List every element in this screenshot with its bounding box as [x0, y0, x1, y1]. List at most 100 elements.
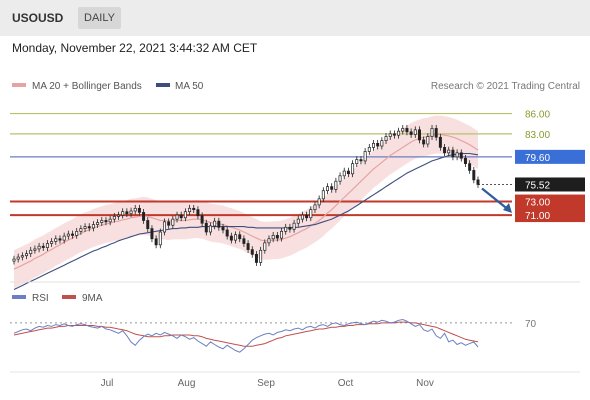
level-tag-73.00: 73.00: [515, 194, 585, 209]
ma50-line: [13, 152, 479, 290]
ma20-legend-label: MA 20 + Bollinger Bands: [32, 81, 142, 92]
candle: [363, 148, 367, 165]
svg-text:75.52: 75.52: [525, 180, 550, 191]
candle: [388, 130, 392, 140]
level-tag-71.00: 71.00: [515, 208, 585, 223]
candle: [196, 206, 200, 220]
candle: [179, 211, 183, 222]
candle: [45, 240, 49, 251]
chart-datetime: Monday, November 22, 2021 3:44:32 AM CET: [12, 41, 258, 55]
candle: [417, 126, 421, 144]
rsi-legend-swatch: [12, 295, 26, 299]
candle: [451, 146, 455, 161]
candle: [33, 245, 37, 254]
candle: [225, 226, 229, 240]
candle: [117, 211, 120, 220]
copyright-label: Research © 2021 Trading Central: [431, 81, 580, 92]
svg-text:83.00: 83.00: [525, 130, 550, 141]
candle: [271, 232, 275, 243]
candle: [108, 215, 112, 226]
toolbar: USOUSD DAILY: [0, 0, 590, 36]
candle: [367, 144, 371, 155]
candle: [463, 154, 467, 168]
candle: [359, 156, 363, 165]
candle: [447, 146, 451, 157]
candle: [54, 235, 58, 245]
candle: [405, 125, 409, 136]
x-tick-label: Oct: [338, 378, 354, 389]
candle: [125, 208, 129, 218]
candle: [267, 235, 271, 247]
candle: [355, 156, 359, 168]
candle: [129, 207, 133, 218]
x-tick-label: Jul: [101, 378, 114, 389]
candle: [275, 232, 279, 242]
candle: [37, 242, 41, 253]
svg-text:86.00: 86.00: [525, 110, 550, 121]
candle: [204, 219, 208, 236]
candle: [430, 125, 434, 140]
candle: [213, 217, 217, 230]
timeframe-button[interactable]: DAILY: [78, 7, 121, 29]
svg-text:71.00: 71.00: [525, 211, 550, 222]
rsi-layer: 70: [10, 319, 537, 353]
candle: [392, 130, 396, 139]
forecast-arrow: [481, 187, 511, 212]
candle: [121, 208, 125, 219]
candle: [75, 227, 79, 239]
candle: [188, 204, 192, 216]
candle: [234, 231, 238, 244]
candle: [346, 167, 350, 178]
candle: [221, 223, 225, 234]
candle: [83, 223, 87, 232]
candle: [29, 246, 33, 258]
candle: [71, 230, 75, 239]
current-price-tag: 75.52: [515, 177, 585, 192]
candle: [426, 133, 430, 148]
candle: [100, 217, 104, 226]
price-levels-layer: [10, 112, 512, 217]
candle: [246, 240, 250, 253]
candle: [192, 204, 196, 214]
candle: [79, 225, 83, 235]
level-tags-layer: 86.00 83.00 79.60 73.00 71.00 75.52: [515, 110, 585, 223]
candle: [422, 136, 426, 148]
candle: [16, 253, 20, 263]
candle: [455, 149, 459, 161]
candle: [409, 128, 413, 138]
candle: [472, 167, 476, 184]
svg-text:79.60: 79.60: [525, 153, 550, 164]
candle: [87, 223, 91, 232]
candle: [288, 223, 292, 233]
candle: [142, 208, 146, 224]
candle: [317, 195, 321, 209]
candle: [150, 225, 154, 243]
forecast-arrow-head: [503, 203, 512, 214]
candle: [309, 206, 313, 222]
candle: [238, 231, 242, 243]
ma50-legend-swatch: [156, 83, 170, 87]
candle: [380, 137, 384, 150]
candle: [217, 217, 221, 231]
candle: [50, 238, 54, 247]
ma9-legend-label: 9MA: [82, 293, 103, 304]
candle: [351, 160, 355, 178]
candle: [200, 212, 204, 227]
candle: [321, 187, 325, 203]
level-tag-79.60: 79.60: [515, 149, 585, 164]
candle: [104, 217, 108, 226]
candle: [476, 176, 480, 188]
candle: [413, 126, 417, 138]
candle: [229, 232, 233, 244]
candle: [58, 235, 62, 244]
price-chart[interactable]: MA 20 + Bollinger Bands MA 50 Research ©…: [0, 66, 590, 400]
candle: [208, 222, 212, 236]
symbol-label: USOUSD: [12, 11, 64, 25]
candle: [434, 125, 438, 141]
candle: [438, 133, 442, 151]
candle: [284, 223, 288, 235]
candle: [372, 139, 375, 151]
candle: [162, 218, 166, 236]
candle: [300, 211, 304, 223]
x-tick-label: Aug: [178, 378, 196, 389]
